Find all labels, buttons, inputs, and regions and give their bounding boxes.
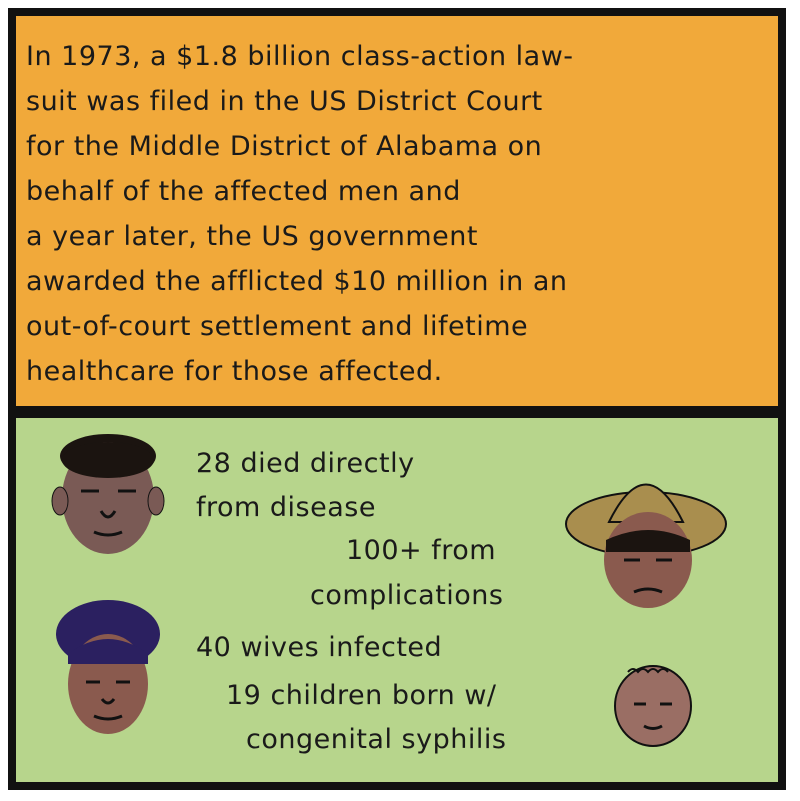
stat-children-line1: 19 children born w/ xyxy=(226,680,497,711)
caption-line: a year later, the US government xyxy=(26,221,478,252)
caption-line: out-of-court settlement and lifetime xyxy=(26,311,529,342)
stat-complications-line2: complications xyxy=(310,580,504,611)
caption-line: for the Middle District of Alabama on xyxy=(26,131,543,162)
stat-died-line1: 28 died directly xyxy=(196,448,415,479)
stats-panel: 28 died directly from disease 100+ from … xyxy=(16,418,778,782)
stat-died-line2: from disease xyxy=(196,492,376,523)
stat-complications-line1: 100+ from xyxy=(346,535,497,566)
caption-line: awarded the afflicted $10 million in an xyxy=(26,266,568,297)
baby-face-illustration xyxy=(614,665,692,747)
caption-line: In 1973, a $1.8 billion class-action law… xyxy=(26,41,574,72)
man-face-illustration xyxy=(51,434,165,554)
caption-line: healthcare for those affected. xyxy=(26,356,443,387)
man-in-hat-illustration xyxy=(565,483,727,608)
caption-panel: In 1973, a $1.8 billion class-action law… xyxy=(16,16,778,406)
caption-line: suit was filed in the US District Court xyxy=(26,86,543,117)
caption-line: behalf of the affected men and xyxy=(26,176,461,207)
caption-text: In 1973, a $1.8 billion class-action law… xyxy=(26,34,574,394)
stat-children-line2: congenital syphilis xyxy=(246,724,507,755)
stat-wives: 40 wives infected xyxy=(196,632,443,663)
woman-face-illustration xyxy=(56,600,160,734)
